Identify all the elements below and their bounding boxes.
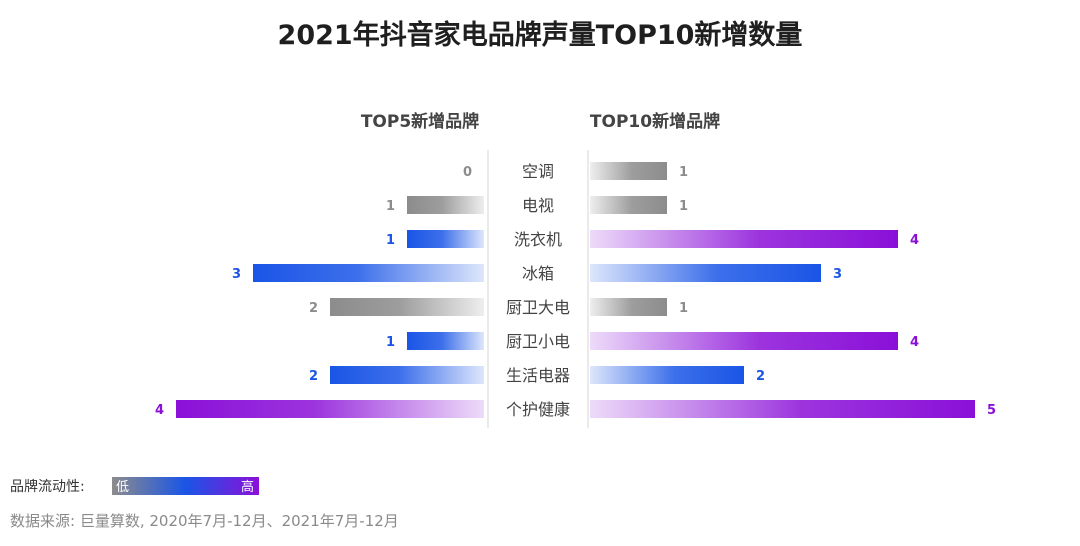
- right-value-label: 4: [910, 233, 919, 248]
- left-value-label: 4: [155, 403, 164, 418]
- right-value-label: 1: [679, 199, 688, 214]
- right-bar: [590, 196, 667, 214]
- category-label: 洗衣机: [514, 230, 562, 249]
- left-bar: [407, 332, 484, 350]
- right-bar: [590, 332, 898, 350]
- right-bar: [590, 400, 975, 418]
- left-value-label: 1: [386, 335, 395, 350]
- category-label: 电视: [522, 196, 554, 215]
- left-bar: [330, 298, 484, 316]
- left-value-label: 2: [309, 301, 318, 316]
- left-bar: [176, 400, 484, 418]
- right-bar: [590, 230, 898, 248]
- category-label: 厨卫大电: [506, 298, 570, 317]
- left-bar: [330, 366, 484, 384]
- legend-high-label: 高: [241, 479, 254, 495]
- legend-low-label: 低: [116, 480, 129, 495]
- left-value-label: 0: [463, 165, 472, 180]
- right-value-label: 1: [679, 301, 688, 316]
- category-label: 生活电器: [506, 366, 570, 385]
- right-value-label: 5: [987, 403, 996, 418]
- left-bar: [407, 230, 484, 248]
- right-value-label: 2: [756, 369, 765, 384]
- data-source: 数据来源: 巨量算数, 2020年7月-12月、2021年7月-12月: [10, 512, 399, 530]
- right-bar: [590, 264, 821, 282]
- legend-gradient-bar: [112, 477, 259, 495]
- right-bar: [590, 366, 744, 384]
- chart-title: 2021年抖音家电品牌声量TOP10新增数量: [278, 19, 803, 51]
- legend-label: 品牌流动性:: [10, 478, 85, 495]
- right-bar: [590, 162, 667, 180]
- right-value-label: 1: [679, 165, 688, 180]
- right-bars: 1 1 4 3 1 4 2 5: [590, 162, 996, 418]
- left-value-label: 2: [309, 369, 318, 384]
- left-bars: 0 1 1 3 2 1 2 4: [155, 165, 484, 418]
- left-value-label: 1: [386, 199, 395, 214]
- left-bar: [407, 196, 484, 214]
- category-label: 个护健康: [506, 400, 570, 419]
- category-label: 厨卫小电: [506, 332, 570, 351]
- left-value-label: 1: [386, 233, 395, 248]
- left-series-header: TOP5新增品牌: [361, 111, 479, 132]
- category-label: 冰箱: [522, 264, 554, 283]
- right-value-label: 3: [833, 267, 842, 282]
- right-value-label: 4: [910, 335, 919, 350]
- left-value-label: 3: [232, 267, 241, 282]
- left-bar: [253, 264, 484, 282]
- category-label: 空调: [522, 162, 554, 181]
- right-bar: [590, 298, 667, 316]
- right-series-header: TOP10新增品牌: [590, 111, 720, 132]
